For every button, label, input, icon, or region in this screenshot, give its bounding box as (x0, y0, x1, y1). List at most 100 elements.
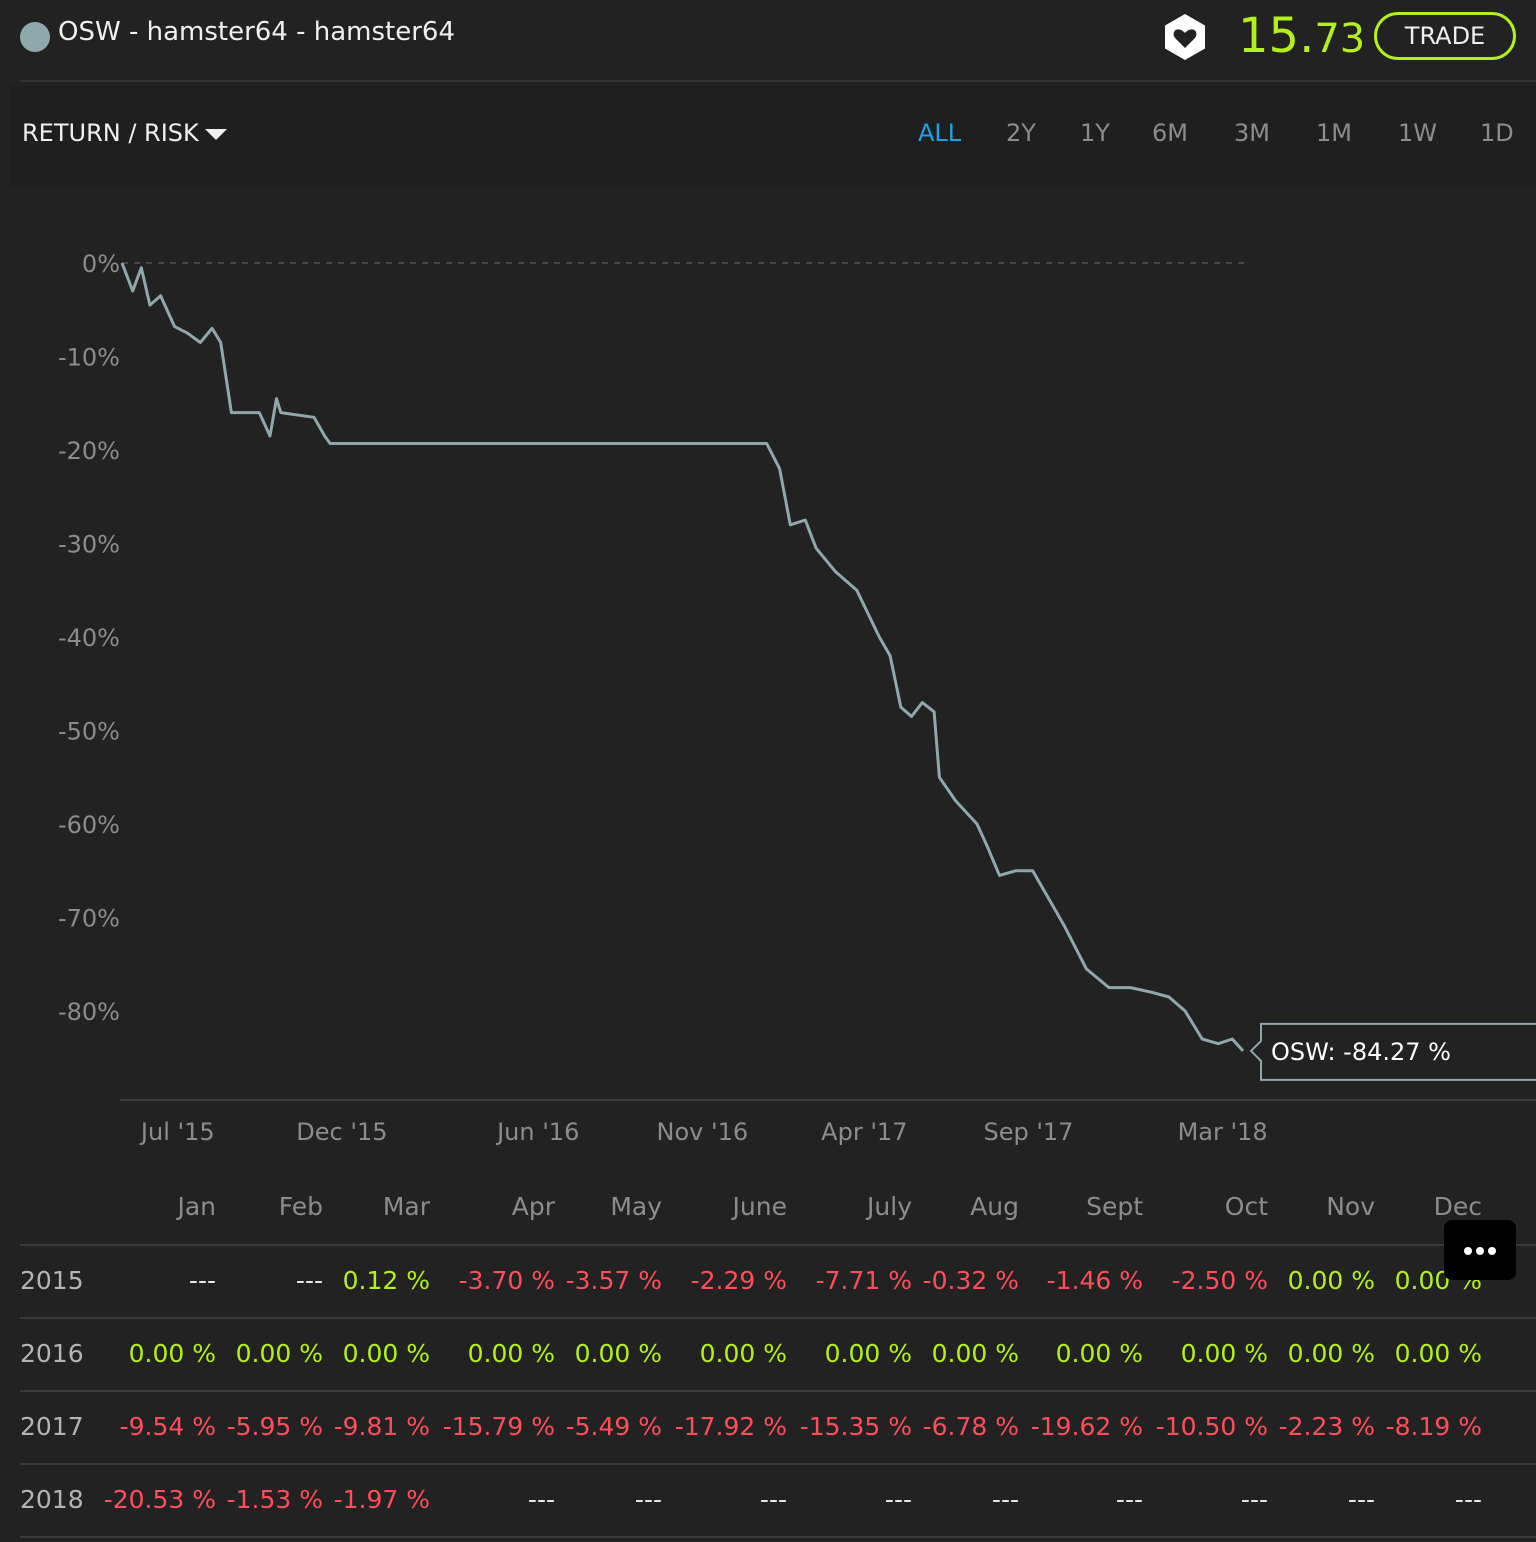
month-return-cell: -1.53 % (226, 1485, 323, 1514)
month-return-cell: -5.95 % (226, 1412, 323, 1441)
row-year: 2015 (20, 1266, 84, 1295)
month-header-dec: Dec (1433, 1192, 1482, 1221)
month-return-cell: -10.50 % (1155, 1412, 1268, 1441)
x-tick-label: Nov '16 (657, 1118, 749, 1146)
month-return-cell: 0.00 % (824, 1339, 912, 1368)
month-return-cell: -1.46 % (1046, 1266, 1143, 1295)
month-return-cell: -9.81 % (333, 1412, 430, 1441)
month-header-mar: Mar (382, 1192, 430, 1221)
row-year: 2016 (20, 1339, 84, 1368)
month-header-may: May (610, 1192, 662, 1221)
range-6m[interactable]: 6M (1152, 119, 1188, 147)
month-return-cell: -17.92 % (674, 1412, 787, 1441)
month-return-cell: -2.29 % (690, 1266, 787, 1295)
month-return-cell: 0.00 % (1055, 1339, 1143, 1368)
y-tick-label: -60% (58, 811, 120, 839)
month-return-cell: --- (527, 1485, 555, 1514)
month-return-cell: -2.50 % (1171, 1266, 1268, 1295)
month-return-cell: -7.71 % (815, 1266, 912, 1295)
month-header-nov: Nov (1326, 1192, 1375, 1221)
month-return-cell: --- (991, 1485, 1019, 1514)
metric-label: RETURN / RISK (22, 119, 199, 147)
range-1w[interactable]: 1W (1398, 119, 1437, 147)
range-all[interactable]: ALL (918, 119, 962, 147)
price-decimal: 73 (1314, 16, 1366, 62)
more-options-button[interactable] (1444, 1220, 1516, 1280)
header-divider (20, 80, 1536, 82)
month-header-july: July (867, 1192, 912, 1221)
y-tick-label: -30% (58, 531, 120, 559)
month-header-aug: Aug (970, 1192, 1019, 1221)
month-return-cell: -6.78 % (922, 1412, 1019, 1441)
month-return-cell: 0.00 % (342, 1339, 430, 1368)
month-return-cell: --- (188, 1266, 216, 1295)
month-return-cell: -5.49 % (565, 1412, 662, 1441)
month-return-cell: --- (295, 1266, 323, 1295)
month-return-cell: -2.23 % (1278, 1412, 1375, 1441)
range-3m[interactable]: 3M (1234, 119, 1270, 147)
metric-dropdown[interactable]: RETURN / RISK (22, 119, 227, 147)
month-header-oct: Oct (1224, 1192, 1268, 1221)
caret-down-icon (204, 128, 227, 140)
month-header-apr: Apr (511, 1192, 555, 1221)
month-return-cell: -20.53 % (103, 1485, 216, 1514)
month-return-cell: --- (1454, 1485, 1482, 1514)
row-year-total: -23 (1380, 1485, 1536, 1514)
return-chart: 0% -10% -20% -30% -40% -50% -60% -70% -80% Jul '1… (58, 250, 1536, 1146)
range-1y[interactable]: 1Y (1080, 119, 1110, 147)
row-divider (20, 1463, 1536, 1465)
heart-icon[interactable] (1160, 12, 1210, 62)
range-1d[interactable]: 1D (1480, 119, 1514, 147)
y-tick-label: -40% (58, 624, 120, 652)
price-value: 15.73 (1238, 8, 1365, 64)
month-return-cell: 0.00 % (574, 1339, 662, 1368)
month-return-cell: -3.57 % (565, 1266, 662, 1295)
y-tick-label: -50% (58, 718, 120, 746)
y-tick-label: -70% (58, 905, 120, 933)
month-return-cell: 0.12 % (342, 1266, 430, 1295)
month-return-cell: -3.70 % (458, 1266, 555, 1295)
more-horizontal-icon-dot (1464, 1247, 1472, 1255)
row-divider (20, 1317, 1536, 1319)
month-return-cell: 0.00 % (1287, 1339, 1375, 1368)
top-bar: OSW - hamster64 - hamster64 15.73 TRADE (0, 0, 1536, 80)
month-return-cell: --- (1240, 1485, 1268, 1514)
tooltip-box (1249, 1022, 1536, 1081)
month-return-cell: -8.19 % (1385, 1412, 1482, 1441)
month-return-cell: 0.00 % (128, 1339, 216, 1368)
x-tick-label: Jul '15 (139, 1118, 215, 1146)
range-1m[interactable]: 1M (1316, 119, 1352, 147)
month-return-cell: --- (1347, 1485, 1375, 1514)
x-tick-label: Apr '17 (821, 1118, 907, 1146)
x-tick-label: Jun '16 (495, 1118, 579, 1146)
x-tick-label: Sep '17 (983, 1118, 1073, 1146)
month-return-cell: --- (884, 1485, 912, 1514)
month-header-feb: Feb (278, 1192, 323, 1221)
row-year: 2017 (20, 1412, 84, 1441)
month-return-cell: 0.00 % (1180, 1339, 1268, 1368)
month-header-sept: Sept (1086, 1192, 1143, 1221)
range-2y[interactable]: 2Y (1006, 119, 1036, 147)
month-return-cell: -19.62 % (1030, 1412, 1143, 1441)
month-header-jan: Jan (177, 1192, 216, 1221)
month-return-cell: 0.00 % (1394, 1339, 1482, 1368)
y-tick-label: -20% (58, 437, 120, 465)
y-tick-label: -80% (58, 998, 120, 1026)
month-header-june: June (732, 1192, 787, 1221)
month-return-cell: 0.00 % (931, 1339, 1019, 1368)
row-year-total: -74 (1380, 1412, 1536, 1441)
month-return-cell: --- (759, 1485, 787, 1514)
month-return-cell: -15.79 % (442, 1412, 555, 1441)
month-return-cell: 0.00 % (699, 1339, 787, 1368)
month-return-cell: -15.35 % (799, 1412, 912, 1441)
chart-toolbar: RETURN / RISK ALL 2Y 1Y 6M 3M 1M 1W 1D (10, 86, 1536, 186)
month-return-cell: -9.54 % (119, 1412, 216, 1441)
month-return-cell: --- (634, 1485, 662, 1514)
tooltip-text: OSW: -84.27 % (1271, 1038, 1451, 1066)
month-return-cell: 0.00 % (467, 1339, 555, 1368)
y-tick-label: -10% (58, 344, 120, 372)
trade-button[interactable]: TRADE (1374, 12, 1516, 60)
x-tick-label: Dec '15 (296, 1118, 387, 1146)
more-horizontal-icon-dot (1488, 1247, 1496, 1255)
row-divider (20, 1536, 1536, 1538)
